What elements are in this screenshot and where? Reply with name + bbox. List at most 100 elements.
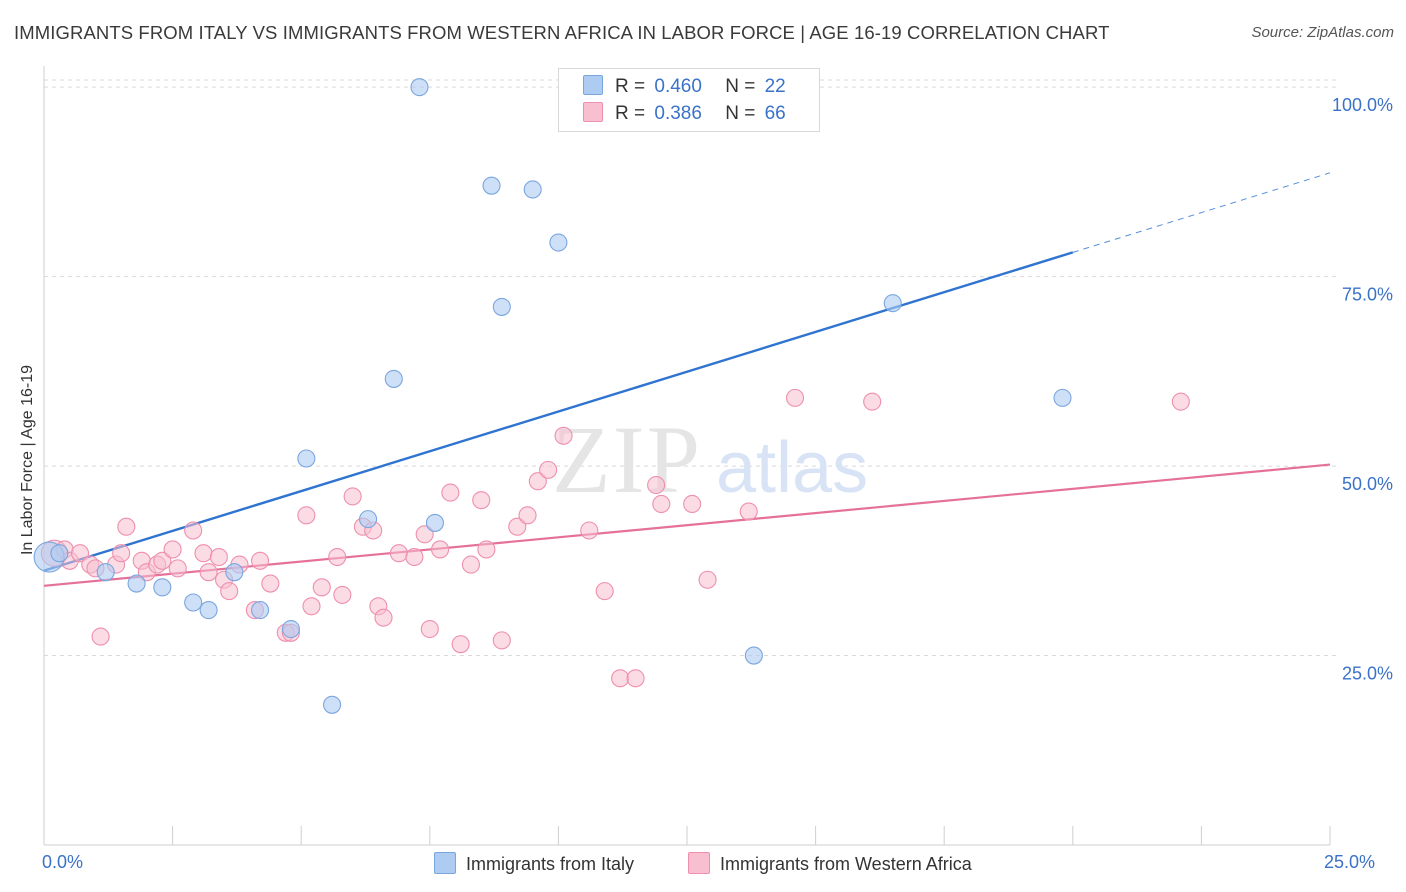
point-wafrica bbox=[117, 517, 136, 536]
point-wafrica bbox=[1171, 392, 1190, 411]
point-wafrica bbox=[477, 540, 496, 559]
point-wafrica bbox=[518, 506, 537, 525]
point-italy bbox=[184, 593, 203, 612]
point-italy bbox=[281, 619, 300, 639]
point-wafrica bbox=[739, 502, 758, 521]
point-wafrica bbox=[168, 559, 187, 578]
legend-swatch-wafrica bbox=[583, 102, 603, 122]
point-italy bbox=[96, 563, 115, 582]
x-tick-label-max: 25.0% bbox=[1324, 852, 1376, 872]
point-wafrica bbox=[312, 578, 331, 597]
point-wafrica bbox=[683, 494, 702, 514]
point-wafrica bbox=[199, 563, 218, 582]
y-tick-label-100: 100.0% bbox=[1332, 95, 1393, 115]
point-wafrica bbox=[441, 483, 460, 502]
legend-wafrica-r-value: 0.386 bbox=[654, 103, 702, 124]
point-wafrica bbox=[220, 582, 239, 601]
point-wafrica bbox=[508, 517, 527, 536]
point-italy bbox=[549, 233, 568, 252]
point-wafrica bbox=[785, 388, 805, 407]
legend-row-italy: R = 0.460 N = 22 bbox=[583, 75, 786, 97]
point-wafrica bbox=[328, 547, 347, 567]
y-tick-label-25: 25.0% bbox=[1342, 664, 1393, 684]
point-wafrica bbox=[302, 597, 321, 616]
point-wafrica bbox=[261, 574, 280, 593]
point-wafrica bbox=[389, 544, 408, 563]
point-wafrica bbox=[431, 540, 450, 559]
point-wafrica bbox=[91, 627, 110, 646]
point-wafrica bbox=[333, 585, 352, 604]
point-italy bbox=[153, 578, 172, 597]
legend-italy-r-value: 0.460 bbox=[654, 76, 702, 97]
point-wafrica bbox=[580, 521, 599, 540]
watermark-zip: ZIP bbox=[552, 406, 702, 513]
point-wafrica bbox=[297, 506, 316, 525]
point-wafrica bbox=[194, 544, 213, 563]
point-wafrica bbox=[492, 631, 511, 650]
point-wafrica bbox=[863, 392, 882, 411]
legend-item-wafrica-swatch bbox=[688, 852, 710, 874]
point-wafrica bbox=[472, 491, 491, 510]
point-wafrica bbox=[415, 525, 434, 544]
point-wafrica bbox=[647, 475, 666, 495]
legend-item-italy-label: Immigrants from Italy bbox=[466, 854, 635, 874]
point-italy bbox=[384, 369, 403, 388]
point-italy bbox=[297, 449, 316, 468]
watermark-atlas: atlas bbox=[716, 428, 868, 508]
point-wafrica bbox=[554, 426, 573, 445]
point-italy bbox=[199, 601, 218, 620]
point-wafrica bbox=[343, 487, 362, 506]
legend-row-wafrica: R = 0.386 N = 66 bbox=[583, 102, 786, 124]
trend-lines bbox=[43, 172, 1331, 587]
point-wafrica bbox=[451, 635, 470, 654]
chart-title: IMMIGRANTS FROM ITALY VS IMMIGRANTS FROM… bbox=[14, 22, 1110, 43]
point-italy bbox=[359, 510, 378, 529]
point-wafrica bbox=[184, 521, 203, 540]
point-italy bbox=[744, 646, 763, 665]
legend-wafrica-r-label: R = bbox=[615, 103, 646, 124]
y-axis-label: In Labor Force | Age 16-19 bbox=[19, 364, 36, 556]
legend-italy-n-value: 22 bbox=[764, 76, 786, 97]
legend-item-wafrica[interactable]: Immigrants from Western Africa bbox=[688, 852, 972, 875]
legend-wafrica-n-label: N = bbox=[725, 103, 756, 124]
point-italy bbox=[1053, 388, 1072, 407]
y-tick-label-75: 75.0% bbox=[1342, 285, 1393, 305]
point-wafrica bbox=[461, 555, 481, 574]
point-italy bbox=[410, 78, 429, 97]
point-wafrica bbox=[374, 608, 393, 627]
point-italy bbox=[323, 695, 342, 714]
point-italy bbox=[225, 563, 244, 582]
legend-item-wafrica-label: Immigrants from Western Africa bbox=[720, 854, 972, 874]
point-italy bbox=[425, 513, 444, 532]
point-wafrica bbox=[250, 551, 270, 570]
point-wafrica bbox=[420, 619, 439, 639]
point-wafrica bbox=[626, 669, 645, 688]
point-wafrica bbox=[112, 544, 131, 563]
point-wafrica bbox=[698, 570, 717, 589]
point-italy bbox=[127, 574, 146, 593]
series-wafrica-points bbox=[40, 388, 1190, 688]
point-wafrica bbox=[153, 551, 172, 570]
point-wafrica bbox=[70, 544, 90, 563]
axes bbox=[43, 66, 1331, 846]
point-wafrica bbox=[209, 547, 228, 567]
point-italy bbox=[492, 297, 511, 316]
trend-line-italy bbox=[43, 251, 1074, 572]
legend-swatch-italy bbox=[583, 75, 603, 95]
point-wafrica bbox=[595, 582, 614, 601]
point-wafrica bbox=[528, 472, 547, 491]
legend-item-italy[interactable]: Immigrants from Italy bbox=[434, 852, 634, 875]
legend-wafrica-n-value: 66 bbox=[764, 103, 786, 124]
point-wafrica bbox=[652, 494, 671, 514]
y-tick-labels: 25.0% 50.0% 75.0% 100.0% bbox=[1332, 95, 1393, 683]
legend-italy-r-label: R = bbox=[615, 76, 646, 97]
correlation-legend: R = 0.460 N = 22 R = 0.386 N = 66 bbox=[558, 68, 820, 132]
watermark: ZIP atlas bbox=[552, 406, 868, 513]
point-wafrica bbox=[405, 547, 424, 567]
y-tick-label-50: 50.0% bbox=[1342, 474, 1393, 494]
point-italy bbox=[523, 180, 542, 199]
point-italy bbox=[883, 294, 902, 313]
point-wafrica bbox=[611, 669, 630, 688]
series-italy-points bbox=[33, 78, 1072, 714]
